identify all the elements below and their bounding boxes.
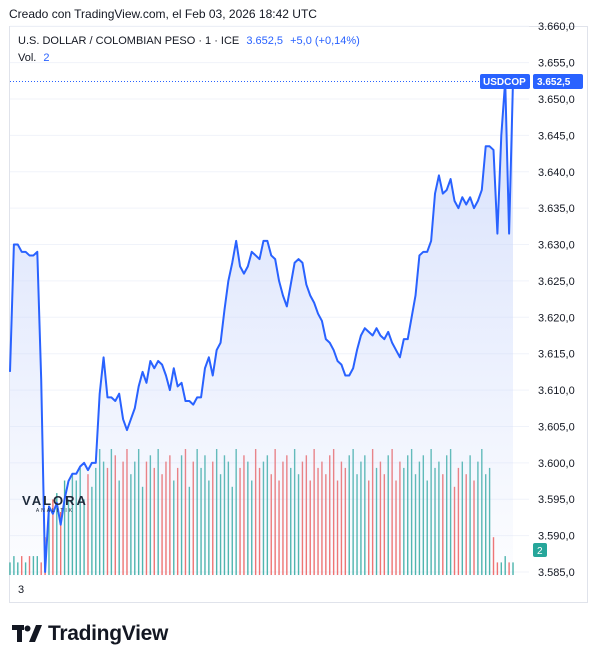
ticker-tag: USDCOP [480,74,530,89]
volume-tag-text: 2 [537,546,543,557]
tradingview-mark-icon [12,625,42,642]
price-line [9,79,514,573]
y-tick-label: 3.610,0 [538,385,575,397]
last-price-tag-bg [533,74,583,89]
symbol-name: U.S. DOLLAR / COLOMBIAN PESO · 1 · ICE [18,35,240,47]
ticker-tag-text: USDCOP [483,77,526,88]
y-tick-label: 3.615,0 [538,349,575,361]
price-axis: 3.585,0 3.590,0 3.595,0 3.600,0 3.605,0 3.610… [538,21,575,579]
valora-watermark: VALORA ANALITIK [22,493,88,514]
y-tick-label: 3.640,0 [538,167,575,179]
y-tick-label: 3.650,0 [538,94,575,106]
watermark-sub: ANALITIK [35,508,75,514]
last-price-tag-text: 3.652,5 [537,77,571,88]
ticker-tag-bg [480,74,530,89]
chart-caption: Creado con TradingView.com, el Feb 03, 2… [9,7,317,21]
legend-change: +5,0 (+0,14%) [290,35,360,47]
bottom-axis-number: 3 [18,584,25,596]
volume-legend: Vol. 2 [18,52,50,64]
y-tick-label: 3.585,0 [538,567,575,579]
symbol-legend: U.S. DOLLAR / COLOMBIAN PESO · 1 · ICE 3… [18,35,360,47]
y-tick-label: 3.635,0 [538,203,575,215]
legend-last-price: 3.652,5 [246,35,284,47]
y-tick-label: 3.595,0 [538,494,575,506]
y-tick-label: 3.655,0 [538,58,575,70]
y-tick-label: 3.630,0 [538,240,575,252]
y-tick-label: 3.660,0 [538,21,575,33]
last-price-tag: 3.652,5 [533,74,583,89]
y-tick-label: 3.600,0 [538,458,575,470]
y-tick-label: 3.590,0 [538,531,575,543]
watermark-name: VALORA [22,493,88,508]
tradingview-wordmark: TradingView [48,622,169,645]
y-tick-label: 3.620,0 [538,312,575,324]
y-tick-label: 3.605,0 [538,421,575,433]
volume-legend-label: Vol. [18,52,37,64]
volume-tag: 2 [533,543,547,557]
price-area [10,80,513,576]
tradingview-logo[interactable]: TradingView [12,622,168,646]
y-tick-label: 3.645,0 [538,130,575,142]
y-tick-label: 3.625,0 [538,276,575,288]
volume-tag-bg [533,543,547,557]
volume-legend-value: 2 [43,52,50,64]
